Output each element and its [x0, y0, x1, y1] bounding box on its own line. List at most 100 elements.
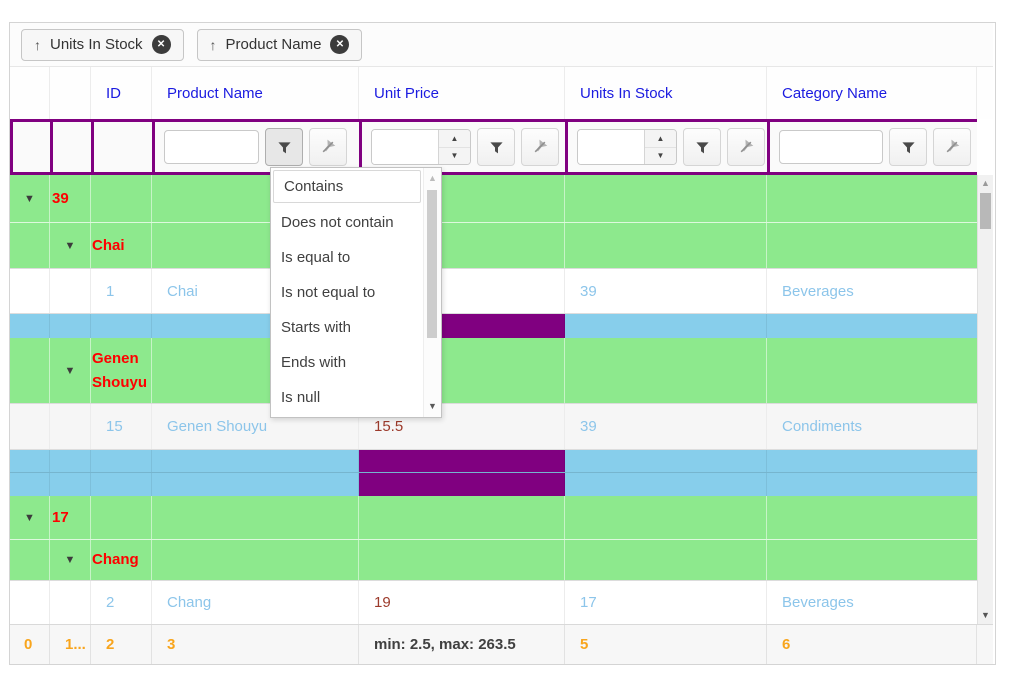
unit-price-filter-button[interactable] — [477, 128, 515, 166]
clear-filter-icon — [320, 139, 336, 155]
unit-price-filter-spinner: ▲ ▼ — [371, 129, 471, 165]
cell-units-in-stock: 39 — [565, 404, 767, 449]
units-in-stock-filter-input[interactable] — [578, 130, 644, 164]
cell-category-name: Beverages — [782, 282, 854, 300]
dropdown-scrollbar[interactable]: ▲ ▼ — [423, 168, 441, 417]
spin-up-icon[interactable]: ▲ — [450, 133, 459, 143]
aggregate-cell-filler — [977, 625, 993, 664]
units-in-stock-filter-spinner: ▲ ▼ — [577, 129, 677, 165]
cell-category-name: Beverages — [782, 594, 854, 611]
remove-group-icon[interactable]: ✕ — [330, 35, 350, 54]
spin-down-icon[interactable]: ▼ — [645, 146, 676, 165]
menu-item-ends-with[interactable]: Ends with — [281, 354, 347, 371]
cell-unit-price: 19 — [359, 581, 565, 624]
scroll-up-icon[interactable]: ▲ — [981, 178, 990, 188]
unit-price-spin-buttons: ▲ ▼ — [438, 130, 470, 164]
data-row-genen-shouyu[interactable]: 15 Genen Shouyu 15.5 39 Condiments — [10, 404, 977, 450]
collapse-group-icon[interactable]: ▼ — [64, 239, 76, 252]
aggregate-cell: 0 — [10, 625, 50, 664]
product-name-filter-input[interactable] — [164, 130, 259, 164]
column-header-units-in-stock[interactable]: Units In Stock — [565, 67, 767, 119]
menu-item-starts-with[interactable]: Starts with — [281, 319, 352, 336]
unit-price-clear-filter-button[interactable] — [521, 128, 559, 166]
units-in-stock-clear-filter-button[interactable] — [727, 128, 765, 166]
menu-item-is-null[interactable]: Is null — [281, 389, 321, 406]
remove-group-icon[interactable]: ✕ — [151, 35, 171, 54]
filter-cell-indent-1 — [13, 122, 53, 172]
grid-body: ▼ 39 ▼ Chai 1 Chai 39 — [10, 175, 993, 624]
scrollbar-thumb[interactable] — [427, 190, 437, 338]
filter-funnel-icon — [277, 140, 292, 155]
product-name-filter-button[interactable] — [265, 128, 303, 166]
filter-condition-dropdown: Contains Does not contain Is equal to Is… — [270, 167, 442, 418]
data-row-chai[interactable]: 1 Chai 39 Beverages — [10, 269, 977, 314]
column-header-id[interactable]: ID — [91, 67, 152, 119]
group-row-product-genen-shouyu: ▼ Genen Shouyu — [10, 338, 977, 404]
column-header-unit-price[interactable]: Unit Price — [359, 67, 565, 119]
scroll-down-icon[interactable]: ▼ — [981, 610, 990, 620]
selected-summary-cell[interactable] — [359, 450, 565, 472]
scroll-up-icon[interactable]: ▲ — [428, 173, 437, 183]
category-name-filter-input[interactable] — [779, 130, 883, 164]
filter-cell-category-name — [770, 122, 980, 172]
category-name-clear-filter-button[interactable] — [933, 128, 971, 166]
column-header-indent-2 — [50, 67, 91, 119]
filter-cell-units-in-stock: ▲ ▼ — [568, 122, 770, 172]
filter-funnel-icon — [901, 140, 916, 155]
cell-units-in-stock: 39 — [565, 269, 767, 313]
aggregate-cell-unit-price-minmax: min: 2.5, max: 263.5 — [359, 625, 565, 664]
group-summary-row — [10, 450, 977, 473]
group-label: 39 — [50, 175, 91, 222]
aggregate-cell: 2 — [91, 625, 152, 664]
group-chip-units-in-stock[interactable]: ↑ Units In Stock ✕ — [21, 28, 184, 61]
filter-funnel-icon — [489, 140, 504, 155]
filter-funnel-icon — [695, 140, 710, 155]
scroll-down-icon[interactable]: ▼ — [428, 401, 437, 411]
group-row-product-chai: ▼ Chai — [10, 223, 977, 269]
aggregate-cell: 3 — [152, 625, 359, 664]
units-in-stock-filter-button[interactable] — [683, 128, 721, 166]
sort-asc-icon: ↑ — [34, 36, 41, 53]
group-label: Genen Shouyu — [91, 338, 152, 403]
clear-filter-icon — [738, 139, 754, 155]
data-row-chang[interactable]: 2 Chang 19 17 Beverages — [10, 581, 977, 624]
product-name-clear-filter-button[interactable] — [309, 128, 347, 166]
filter-cell-id — [94, 122, 155, 172]
group-chip-product-name[interactable]: ↑ Product Name ✕ — [196, 28, 363, 61]
group-summary-row — [10, 314, 977, 338]
cell-product-name: Genen Shouyu — [152, 404, 359, 449]
collapse-group-icon[interactable]: ▼ — [64, 554, 76, 566]
cell-id: 15 — [91, 404, 152, 449]
group-chip-label: Units In Stock — [50, 36, 143, 53]
dropdown-item-list: Contains Does not contain Is equal to Is… — [271, 168, 423, 417]
group-row-units-39: ▼ 39 — [10, 175, 977, 223]
column-header-row: ID Product Name Unit Price Units In Stoc… — [10, 67, 993, 119]
menu-item-is-not-equal-to[interactable]: Is not equal to — [281, 284, 376, 301]
column-header-category-name[interactable]: Category Name — [767, 67, 977, 119]
scrollbar-thumb[interactable] — [980, 193, 991, 229]
vertical-scrollbar[interactable]: ▲ ▼ — [977, 175, 993, 624]
column-header-product-name[interactable]: Product Name — [152, 67, 359, 119]
selected-summary-cell[interactable] — [359, 473, 565, 496]
cell-id: 2 — [91, 581, 152, 624]
menu-item-is-equal-to[interactable]: Is equal to — [281, 249, 351, 266]
category-name-filter-button[interactable] — [889, 128, 927, 166]
filter-row: ▲ ▼ ▲ ▼ — [10, 119, 977, 175]
data-grid: ↑ Units In Stock ✕ ↑ Product Name ✕ ID P… — [9, 22, 996, 665]
unit-price-filter-input[interactable] — [372, 130, 438, 164]
collapse-group-icon[interactable]: ▼ — [24, 192, 35, 205]
spin-up-icon[interactable]: ▲ — [656, 133, 665, 143]
clear-filter-icon — [532, 139, 548, 155]
clear-filter-icon — [944, 139, 960, 155]
filter-cell-product-name — [155, 122, 362, 172]
collapse-group-icon[interactable]: ▼ — [24, 511, 35, 524]
spin-down-icon[interactable]: ▼ — [439, 146, 470, 165]
group-row-units-17: ▼ 17 — [10, 496, 977, 540]
group-row-product-chang: ▼ Chang — [10, 540, 977, 581]
group-label: Chai — [91, 223, 152, 268]
column-header-filler — [977, 67, 993, 119]
collapse-group-icon[interactable]: ▼ — [64, 364, 76, 377]
menu-item-contains[interactable]: Contains — [273, 170, 421, 203]
group-chip-label: Product Name — [225, 36, 322, 53]
menu-item-does-not-contain[interactable]: Does not contain — [281, 214, 394, 231]
